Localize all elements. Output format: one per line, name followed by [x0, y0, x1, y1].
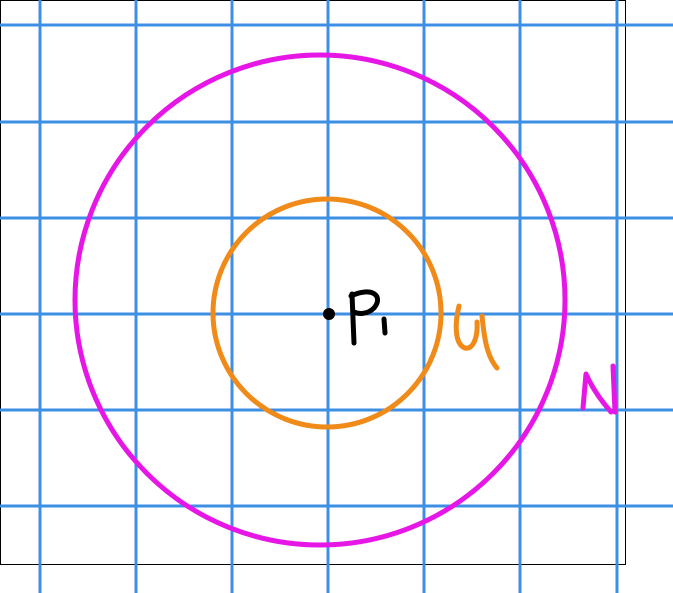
frame	[0, 0, 626, 565]
inner-circle-u	[210, 196, 444, 430]
point-p1	[323, 308, 335, 320]
inner-set-label: U	[453, 303, 500, 371]
outer-circle-n	[72, 52, 568, 548]
outer-set-label: N	[580, 363, 618, 415]
point-label: P1	[348, 289, 388, 346]
